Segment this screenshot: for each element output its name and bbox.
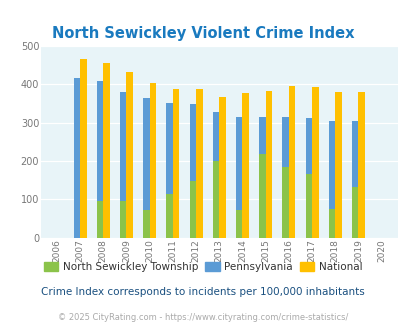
Bar — [212, 112, 219, 238]
Bar — [351, 187, 358, 238]
Bar — [143, 98, 149, 238]
Bar — [80, 59, 86, 238]
Bar — [96, 82, 103, 238]
Bar — [235, 117, 242, 238]
Bar — [358, 92, 364, 238]
Text: © 2025 CityRating.com - https://www.cityrating.com/crime-statistics/: © 2025 CityRating.com - https://www.city… — [58, 313, 347, 322]
Bar — [103, 63, 109, 238]
Bar — [281, 117, 288, 238]
Bar — [281, 167, 288, 238]
Bar — [235, 210, 242, 238]
Bar — [126, 72, 132, 238]
Bar — [311, 87, 318, 238]
Bar — [328, 209, 335, 238]
Bar — [305, 175, 311, 238]
Bar — [119, 92, 126, 238]
Bar — [149, 82, 156, 238]
Bar — [73, 78, 80, 238]
Bar — [219, 97, 225, 238]
Bar — [173, 89, 179, 238]
Bar — [288, 85, 294, 238]
Bar — [351, 121, 358, 238]
Bar — [328, 121, 335, 238]
Legend: North Sewickley Township, Pennsylvania, National: North Sewickley Township, Pennsylvania, … — [40, 258, 365, 276]
Text: Crime Index corresponds to incidents per 100,000 inhabitants: Crime Index corresponds to incidents per… — [41, 287, 364, 297]
Bar — [96, 201, 103, 238]
Bar — [258, 117, 265, 238]
Bar — [196, 89, 202, 238]
Bar — [166, 194, 173, 238]
Bar — [166, 103, 173, 238]
Bar — [265, 91, 271, 238]
Bar — [335, 92, 341, 238]
Bar — [305, 118, 311, 238]
Bar — [189, 104, 196, 238]
Bar — [242, 93, 248, 238]
Bar — [189, 181, 196, 238]
Bar — [212, 161, 219, 238]
Bar — [258, 154, 265, 238]
Bar — [119, 201, 126, 238]
Text: North Sewickley Violent Crime Index: North Sewickley Violent Crime Index — [51, 26, 354, 41]
Bar — [143, 210, 149, 238]
